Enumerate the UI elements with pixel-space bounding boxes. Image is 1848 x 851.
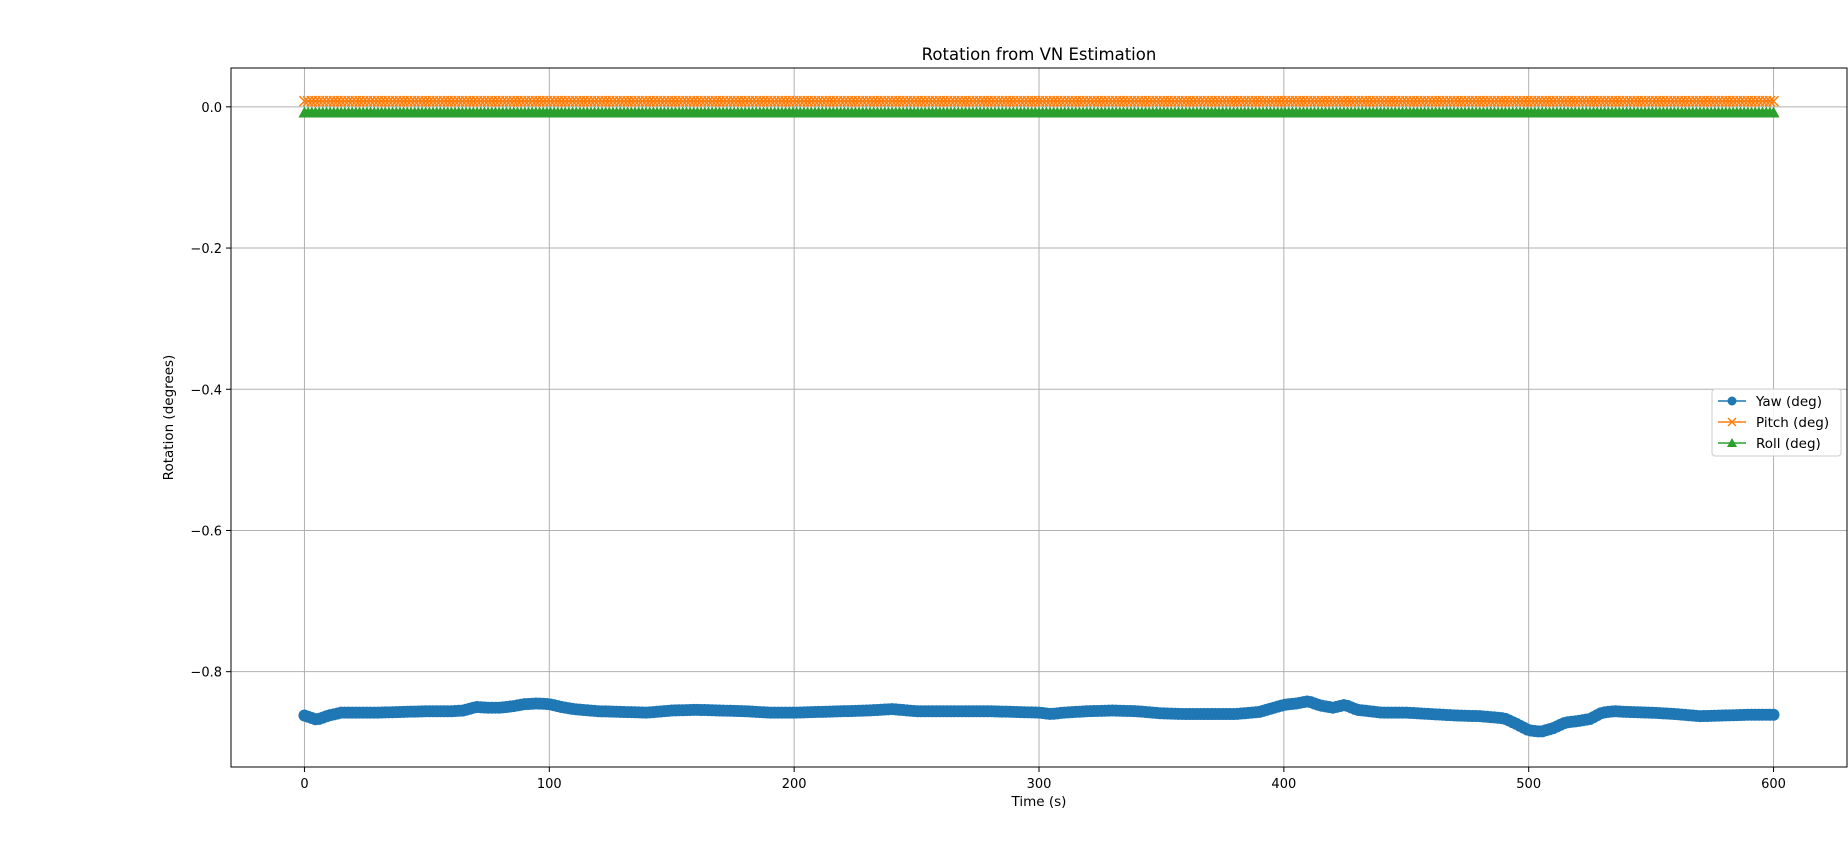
legend-label: Roll (deg) (1756, 436, 1821, 452)
data-point (1767, 106, 1780, 118)
series-layer (298, 95, 1780, 738)
legend-marker (1727, 396, 1737, 406)
legend-entry: Yaw (deg) (1718, 394, 1822, 410)
y-tick-label: −0.8 (190, 666, 222, 681)
legend-label: Pitch (deg) (1756, 415, 1829, 431)
x-axis-title: Time (s) (1011, 794, 1067, 810)
legend-marker (1727, 438, 1737, 447)
axis-ticks: 0 100 200 300 400 500 600 0.0 −0.2 −0.4 −0.6 −0.8 (190, 101, 1786, 792)
x-tick-label: 300 (1027, 777, 1052, 792)
series-roll-deg (298, 106, 1780, 118)
x-tick-label: 0 (300, 777, 308, 792)
x-tick-label: 400 (1271, 777, 1296, 792)
x-tick-label: 600 (1761, 777, 1786, 792)
data-point (1764, 95, 1776, 107)
legend-box (1711, 388, 1842, 457)
series-pitch-deg (298, 95, 1780, 107)
x-tick-label: 100 (537, 777, 562, 792)
y-tick-label: 0.0 (201, 101, 222, 116)
legend-entry: Pitch (deg) (1718, 415, 1829, 431)
y-tick-label: −0.2 (190, 242, 222, 257)
series-yaw-deg (298, 695, 1780, 738)
grid (231, 68, 1847, 767)
data-point (1767, 708, 1780, 721)
x-tick-label: 200 (782, 777, 807, 792)
y-tick-label: −0.4 (190, 383, 222, 398)
data-point (1768, 95, 1780, 107)
x-tick-label: 500 (1516, 777, 1541, 792)
chart-title: Rotation from VN Estimation (922, 45, 1157, 64)
legend-marker (1727, 417, 1737, 427)
legend-entry: Roll (deg) (1718, 436, 1821, 452)
y-axis-title: Rotation (degrees) (161, 355, 177, 481)
legend-label: Yaw (deg) (1755, 394, 1822, 410)
legend: Yaw (deg) Pitch (deg) Roll (deg) (1711, 388, 1842, 457)
y-tick-label: −0.6 (190, 524, 222, 539)
